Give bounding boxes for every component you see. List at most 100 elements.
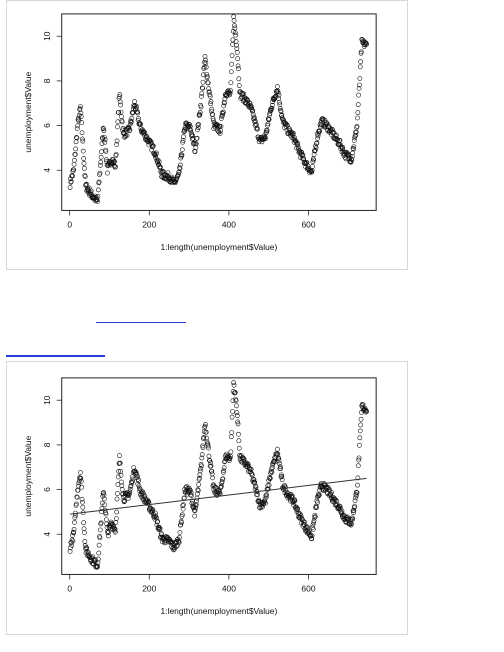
data-point — [349, 156, 354, 162]
data-point — [74, 126, 80, 131]
data-point — [88, 188, 94, 194]
data-point — [350, 516, 356, 522]
data-point — [84, 181, 89, 187]
data-point — [71, 167, 77, 173]
data-point — [206, 86, 211, 92]
data-point — [355, 475, 361, 481]
data-point — [103, 148, 109, 154]
data-point — [193, 505, 198, 511]
data-point — [72, 152, 78, 157]
data-point — [276, 458, 282, 464]
data-point — [263, 136, 268, 142]
data-point — [81, 520, 87, 526]
data-point — [200, 445, 206, 450]
data-point — [206, 89, 212, 95]
data-point — [71, 527, 77, 532]
data-point — [196, 121, 202, 127]
data-point — [79, 496, 85, 502]
data-point — [226, 89, 232, 95]
data-point — [217, 131, 223, 136]
data-point — [268, 470, 274, 476]
data-point — [264, 492, 270, 497]
data-point — [277, 464, 283, 469]
data-point — [253, 119, 258, 124]
data-point — [358, 422, 364, 428]
data-point — [220, 476, 225, 482]
data-point — [155, 518, 161, 524]
data-point — [136, 116, 141, 121]
data-point — [179, 520, 184, 526]
data-point — [353, 132, 359, 138]
data-point — [315, 500, 321, 505]
data-point — [206, 445, 211, 451]
data-point — [203, 64, 209, 70]
data-point — [302, 519, 307, 525]
data-point — [220, 113, 225, 118]
data-point — [112, 528, 118, 534]
data-point — [199, 455, 205, 461]
data-point — [127, 486, 133, 492]
data-point — [95, 556, 101, 562]
data-point — [312, 515, 317, 520]
data-points — [67, 380, 369, 570]
data-point — [76, 478, 82, 484]
data-point — [140, 497, 146, 502]
data-point — [310, 526, 316, 532]
data-point — [364, 409, 369, 414]
data-point — [250, 108, 256, 114]
data-point — [210, 482, 216, 488]
data-point — [187, 487, 193, 493]
data-point — [127, 491, 132, 497]
data-point — [136, 483, 142, 489]
data-point — [68, 545, 73, 551]
data-point — [233, 398, 239, 404]
data-point — [360, 402, 366, 408]
data-point — [202, 54, 208, 59]
data-point — [80, 138, 86, 144]
x-tick-label: 0 — [67, 219, 72, 229]
data-point — [114, 496, 120, 502]
data-point — [324, 121, 330, 127]
data-point — [102, 502, 108, 508]
data-point — [95, 198, 100, 204]
data-point — [216, 490, 222, 496]
data-point — [136, 485, 142, 491]
data-point — [127, 128, 132, 134]
data-point — [180, 139, 186, 145]
data-point — [82, 539, 88, 544]
data-point — [152, 510, 158, 516]
data-point — [112, 526, 118, 532]
x-tick-label: 600 — [301, 219, 315, 229]
data-point — [284, 121, 289, 127]
data-point — [199, 91, 205, 96]
data-point — [81, 526, 87, 532]
data-point — [312, 148, 318, 154]
hyperlink-underline[interactable] — [6, 355, 105, 357]
data-point — [231, 380, 237, 386]
data-point — [228, 88, 233, 94]
data-point — [358, 59, 364, 65]
data-point — [188, 492, 194, 498]
data-point — [73, 146, 79, 152]
hyperlink-underline[interactable] — [96, 322, 186, 323]
data-point — [95, 560, 101, 566]
data-point — [113, 529, 118, 535]
data-point — [264, 129, 270, 135]
data-point — [181, 502, 186, 508]
data-point — [106, 529, 112, 535]
data-point — [209, 468, 215, 474]
data-point — [236, 83, 242, 88]
x-axis-label: 1:length(unemployment$Value) — [161, 606, 278, 616]
data-point — [337, 503, 342, 509]
data-point — [78, 110, 84, 116]
data-point — [128, 483, 134, 489]
data-point — [74, 135, 79, 140]
data-point — [349, 521, 354, 527]
data-point — [78, 470, 83, 475]
data-point — [135, 110, 141, 116]
data-point — [314, 505, 319, 510]
data-point — [230, 37, 236, 43]
data-point — [134, 475, 140, 481]
scatter-plot-with-trend-panel: 0 200 400 600 4 6 8 10 1:length(unemployment$Val… — [6, 361, 408, 635]
data-point — [153, 155, 159, 160]
